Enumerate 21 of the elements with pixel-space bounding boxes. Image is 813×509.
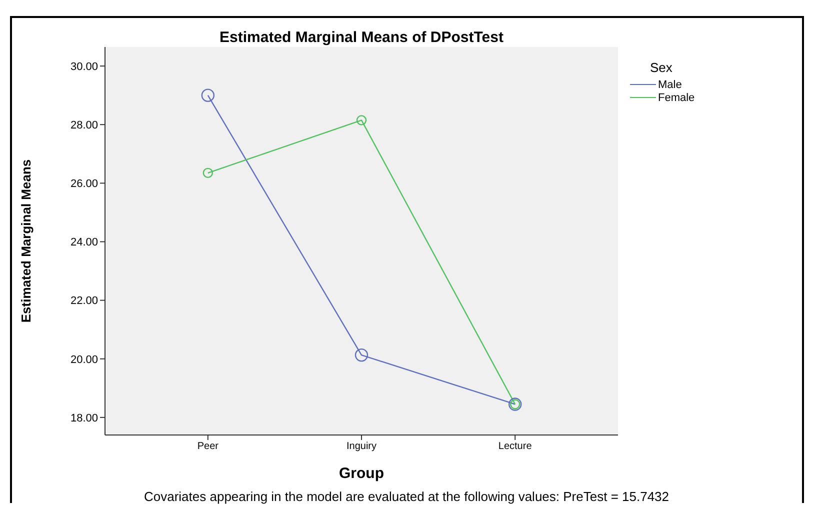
y-tick-label: 28.00: [70, 120, 98, 132]
point: [201, 88, 215, 102]
x-tick-label: Peer: [197, 441, 220, 452]
y-tick-label: 20.00: [70, 354, 98, 366]
legend-title: Sex: [650, 60, 674, 75]
y-tick-label: 26.00: [70, 178, 98, 190]
legend-label: Female: [658, 92, 695, 104]
y-tick-label: 22.00: [70, 295, 98, 308]
chart-title: Estimated Marginal Means of DPostTest: [218, 29, 504, 46]
point: [356, 115, 367, 126]
point: [354, 348, 368, 362]
y-tick-label: 24.00: [70, 236, 98, 249]
x-tick-label: Inguiry: [346, 441, 377, 452]
legend-label: Male: [658, 78, 682, 90]
x-tick-label: Lecture: [498, 441, 532, 452]
point: [202, 168, 214, 178]
y-axis-title: Estimated Marginal Means: [18, 159, 34, 323]
x-axis-title: Group: [339, 465, 384, 482]
y-tick-label: 30.00: [70, 60, 98, 73]
y-tick-label: 18.00: [70, 412, 98, 424]
text: Covariates appearing in the model are evaluated at the following values: PreTest = 15.7432: [142, 489, 670, 504]
